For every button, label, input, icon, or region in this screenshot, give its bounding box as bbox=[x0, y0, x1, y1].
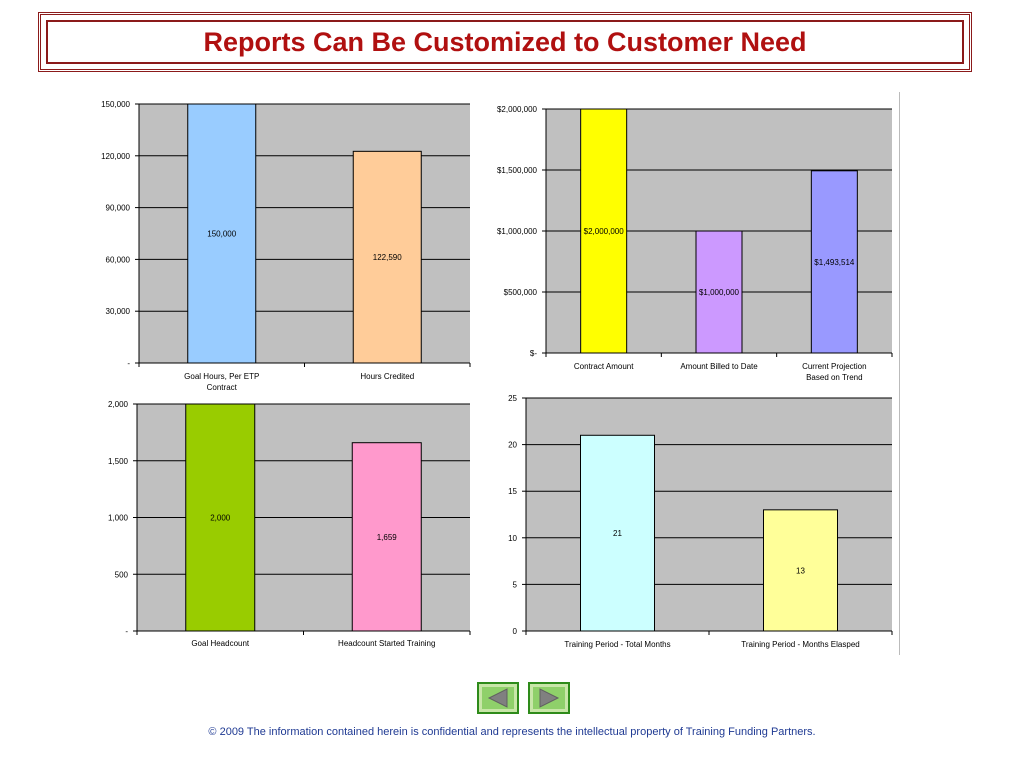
y-tick-label: $1,500,000 bbox=[497, 166, 538, 175]
x-category-label: Training Period - Months Elasped bbox=[741, 640, 859, 649]
title-frame-inner: Reports Can Be Customized to Customer Ne… bbox=[46, 20, 964, 64]
chart-training-period: 0 5 10 15 20 25 21 Training Period - Total Mont… bbox=[508, 394, 893, 649]
next-button[interactable] bbox=[528, 682, 570, 714]
triangle-left-icon bbox=[487, 688, 508, 708]
bar-value-label: 122,590 bbox=[373, 253, 402, 262]
triangle-right-icon bbox=[539, 688, 560, 708]
y-tick-label: 1,500 bbox=[108, 457, 129, 466]
bar-value-label: 1,659 bbox=[377, 533, 398, 542]
y-tick-label: 500 bbox=[115, 570, 129, 579]
bar-value-label: 2,000 bbox=[210, 514, 231, 523]
x-category-label: Goal Hours, Per ETP Contract bbox=[184, 372, 259, 392]
bar bbox=[580, 108, 628, 354]
bar bbox=[695, 230, 743, 354]
y-tick-label: 5 bbox=[513, 580, 518, 589]
y-tick-label: 60,000 bbox=[106, 255, 131, 264]
divider-line bbox=[899, 92, 900, 655]
y-tick-label: 10 bbox=[508, 534, 517, 543]
x-category-label: Contract Amount bbox=[574, 362, 634, 371]
bar bbox=[810, 170, 858, 354]
bar-value-label: 13 bbox=[796, 566, 805, 575]
x-category-label: Goal Headcount bbox=[191, 639, 250, 648]
prev-button[interactable] bbox=[477, 682, 519, 714]
y-tick-label: - bbox=[125, 627, 128, 636]
y-tick-label: 150,000 bbox=[101, 100, 130, 109]
bar-value-label: $1,000,000 bbox=[699, 288, 740, 297]
y-tick-label: 25 bbox=[508, 394, 517, 403]
y-tick-label: $500,000 bbox=[504, 288, 538, 297]
slide-title: Reports Can Be Customized to Customer Ne… bbox=[203, 26, 807, 57]
y-tick-label: 2,000 bbox=[108, 400, 129, 409]
next-button-face bbox=[533, 687, 565, 709]
y-tick-label: 15 bbox=[508, 487, 517, 496]
bar bbox=[580, 434, 655, 632]
x-category-label: Amount Billed to Date bbox=[680, 362, 758, 371]
y-tick-label: 30,000 bbox=[106, 307, 131, 316]
bar bbox=[351, 442, 422, 632]
bar-value-label: $2,000,000 bbox=[584, 227, 625, 236]
chart-hours: - 30,000 60,000 90,000 120,000 150,000 150,000… bbox=[101, 100, 471, 392]
bar bbox=[187, 103, 257, 364]
bar bbox=[352, 150, 422, 364]
y-tick-label: - bbox=[127, 359, 130, 368]
bar bbox=[185, 403, 256, 632]
x-category-label: Hours Credited bbox=[360, 372, 414, 381]
chart-headcount: - 500 1,000 1,500 2,000 2,000 Goal Headcount 1,… bbox=[108, 400, 471, 648]
title-frame: Reports Can Be Customized to Customer Ne… bbox=[38, 12, 972, 72]
y-tick-label: $- bbox=[530, 349, 537, 358]
y-tick-label: 0 bbox=[513, 627, 518, 636]
y-tick-label: $1,000,000 bbox=[497, 227, 538, 236]
bar-value-label: $1,493,514 bbox=[814, 258, 855, 267]
footer-copyright: © 2009 The information contained herein … bbox=[208, 726, 816, 738]
prev-button-face bbox=[482, 687, 514, 709]
bar-value-label: 150,000 bbox=[207, 230, 236, 239]
y-tick-label: 90,000 bbox=[106, 204, 131, 213]
y-tick-label: 20 bbox=[508, 441, 517, 450]
x-category-label: Training Period - Total Months bbox=[564, 640, 670, 649]
bar-value-label: 21 bbox=[613, 529, 622, 538]
y-tick-label: 1,000 bbox=[108, 514, 129, 523]
bar bbox=[763, 509, 838, 632]
x-category-label: Current Projection Based on Trend bbox=[802, 362, 866, 382]
y-tick-label: $2,000,000 bbox=[497, 105, 538, 114]
y-tick-label: 120,000 bbox=[101, 152, 130, 161]
chart-contract-amount: $- $500,000 $1,000,000 $1,500,000 $2,000,000… bbox=[497, 105, 893, 382]
x-category-label: Headcount Started Training bbox=[338, 639, 435, 648]
